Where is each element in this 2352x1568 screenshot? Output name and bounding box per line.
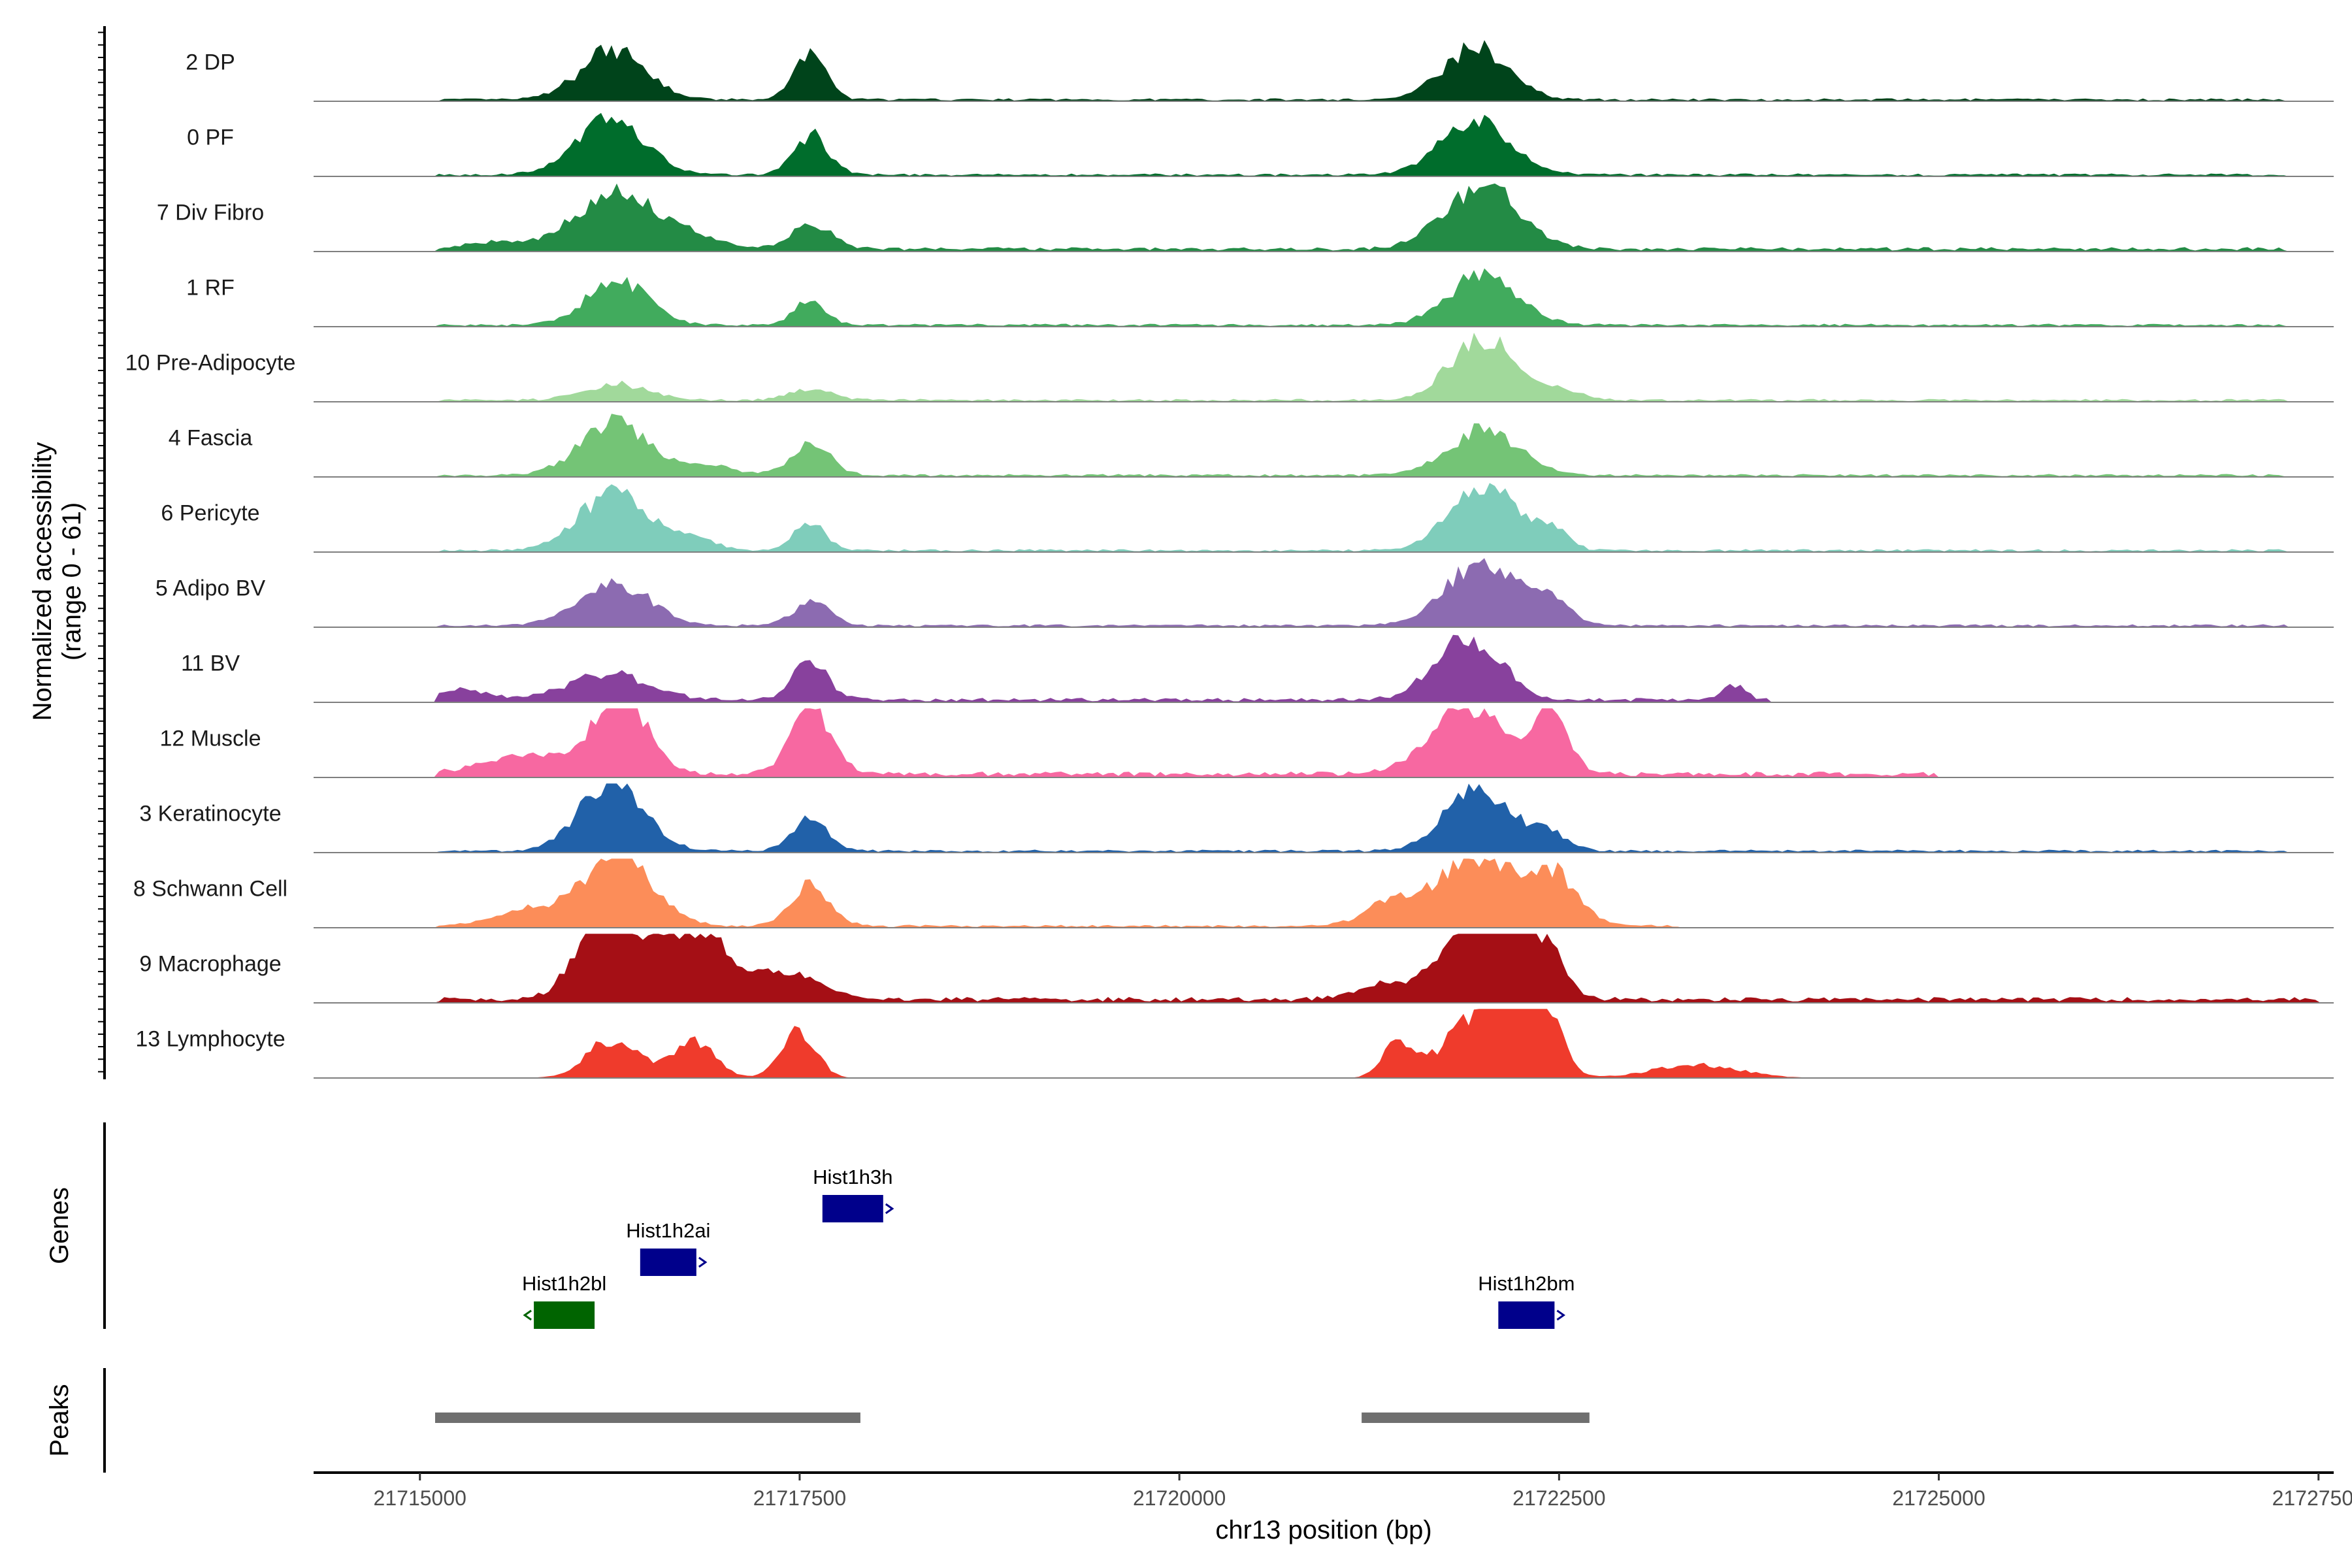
x-tick-label: 21717500 (753, 1486, 846, 1510)
strand-arrow-icon (885, 1203, 894, 1215)
coverage-area-0-pf (314, 112, 2334, 176)
track-label: 1 RF (186, 276, 235, 301)
track-label: 13 Lymphocyte (135, 1027, 285, 1052)
track-label: 0 PF (187, 125, 234, 150)
strand-arrow-icon (1556, 1309, 1565, 1321)
track-label: 11 BV (181, 651, 240, 676)
coverage-area-4-fascia (314, 414, 2334, 477)
track-6-pericyte: 6 Pericyte (161, 483, 2334, 553)
track-label: 12 Muscle (160, 727, 261, 751)
coverage-area-12-muscle (314, 708, 2334, 777)
gene-body (1498, 1301, 1555, 1329)
y-axis (98, 26, 106, 1079)
track-label: 2 DP (186, 50, 235, 75)
track-2-dp: 2 DP (186, 40, 2334, 102)
gene-label: Hist1h2bm (1478, 1272, 1575, 1295)
track-1-rf: 1 RF (186, 268, 2334, 327)
peaks-panel: Peaks (45, 1368, 1590, 1473)
track-label: 7 Div Fibro (157, 201, 264, 225)
x-tick-label: 21727500 (2272, 1486, 2352, 1510)
coverage-area-3-keratinocyte (314, 783, 2334, 853)
strand-arrow-icon (523, 1309, 532, 1321)
track-label: 4 Fascia (169, 426, 253, 451)
peak-region (434, 1413, 860, 1423)
gene-hist1h2ai: Hist1h2ai (626, 1219, 710, 1276)
coverage-area-5-adipo-bv (314, 558, 2334, 627)
gene-hist1h3h: Hist1h3h (813, 1166, 894, 1222)
x-tick-label: 21722500 (1512, 1486, 1605, 1510)
track-label: 6 Pericyte (161, 501, 259, 526)
gene-label: Hist1h2ai (626, 1219, 710, 1242)
coverage-area-9-macrophage (314, 934, 2334, 1003)
gene-hist1h2bl: Hist1h2bl (522, 1272, 606, 1329)
track-0-pf: 0 PF (187, 112, 2334, 177)
track-4-fascia: 4 Fascia (169, 414, 2334, 478)
coverage-area-6-pericyte (314, 483, 2334, 552)
track-label: 10 Pre-Adipocyte (125, 351, 296, 376)
x-tick-label: 21725000 (1892, 1486, 1985, 1510)
track-10-pre-adipocyte: 10 Pre-Adipocyte (125, 333, 2334, 402)
coverage-area-11-bv (314, 634, 2334, 702)
genes-panel-title: Genes (45, 1187, 74, 1264)
y-axis-title-line1: Normalized accessibility (28, 442, 57, 721)
gene-body (534, 1301, 595, 1329)
track-3-keratinocyte: 3 Keratinocyte (139, 783, 2334, 853)
gene-label: Hist1h3h (813, 1166, 892, 1188)
gene-annotation-panel: Genes Hist1h2bl Hist1h2ai Hist1h3h Hist1h2b… (45, 1122, 1575, 1329)
coverage-area-13-lymphocyte (314, 1009, 2334, 1078)
x-axis: 21715000 21717500 21720000 21722500 21725000… (314, 1471, 2352, 1510)
coverage-area-8-schwann-cell (314, 858, 2334, 928)
track-13-lymphocyte: 13 Lymphocyte (135, 1009, 2334, 1079)
track-5-adipo-bv: 5 Adipo BV (155, 558, 2334, 628)
x-tick-label: 21720000 (1133, 1486, 1226, 1510)
track-label: 3 Keratinocyte (139, 802, 281, 826)
gene-hist1h2bm: Hist1h2bm (1478, 1272, 1575, 1329)
track-label: 9 Macrophage (139, 952, 281, 977)
gene-body (640, 1249, 696, 1276)
gene-label: Hist1h2bl (522, 1272, 606, 1295)
strand-arrow-icon (698, 1256, 708, 1268)
coverage-area-2-dp (314, 40, 2334, 101)
track-7-div-fibro: 7 Div Fibro (157, 183, 2334, 252)
coverage-area-7-div-fibro (314, 183, 2334, 252)
y-axis-title-line2: (range 0 - 61) (57, 502, 86, 661)
track-label: 8 Schwann Cell (133, 877, 287, 902)
coverage-tracks: 2 DP 0 PF 7 Div Fibro 1 RF 10 Pre-Adipocyte 4… (125, 40, 2334, 1079)
track-12-muscle: 12 Muscle (160, 708, 2334, 778)
track-label: 5 Adipo BV (155, 576, 266, 601)
x-tick-label: 21715000 (374, 1486, 466, 1510)
x-axis-title: chr13 position (bp) (1215, 1516, 1431, 1544)
track-8-schwann-cell: 8 Schwann Cell (133, 858, 2334, 928)
track-11-bv: 11 BV (181, 634, 2334, 703)
peak-region (1362, 1413, 1590, 1423)
track-9-macrophage: 9 Macrophage (139, 934, 2334, 1004)
coverage-area-10-pre-adipocyte (314, 333, 2334, 402)
coverage-area-1-rf (314, 268, 2334, 327)
gene-body (822, 1195, 883, 1222)
peaks-panel-title: Peaks (45, 1384, 74, 1456)
